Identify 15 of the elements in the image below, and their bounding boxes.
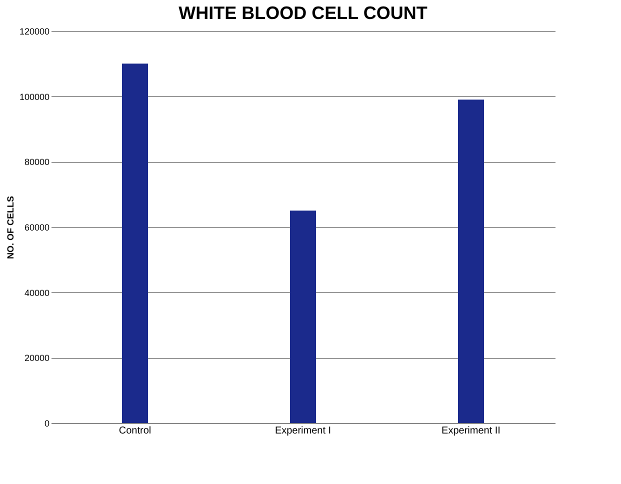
bar <box>458 100 484 423</box>
chart-title: WHITE BLOOD CELL COUNT <box>178 3 428 23</box>
y-axis-title: NO. OF CELLS <box>5 196 16 259</box>
x-tick-label: Experiment I <box>274 426 332 436</box>
y-tick-label: 40000 <box>24 288 50 298</box>
bar <box>122 64 148 423</box>
x-tick-label: Experiment II <box>442 426 500 436</box>
y-tick-label: 120000 <box>19 26 50 36</box>
y-tick-label: 100000 <box>19 92 50 102</box>
y-tick-label: 60000 <box>24 222 50 232</box>
y-tick-label: 0 <box>44 418 50 428</box>
y-tick-label: 80000 <box>24 157 50 168</box>
bar <box>290 210 316 423</box>
y-tick-label: 20000 <box>24 353 50 364</box>
x-tick-label: Control <box>118 426 152 436</box>
